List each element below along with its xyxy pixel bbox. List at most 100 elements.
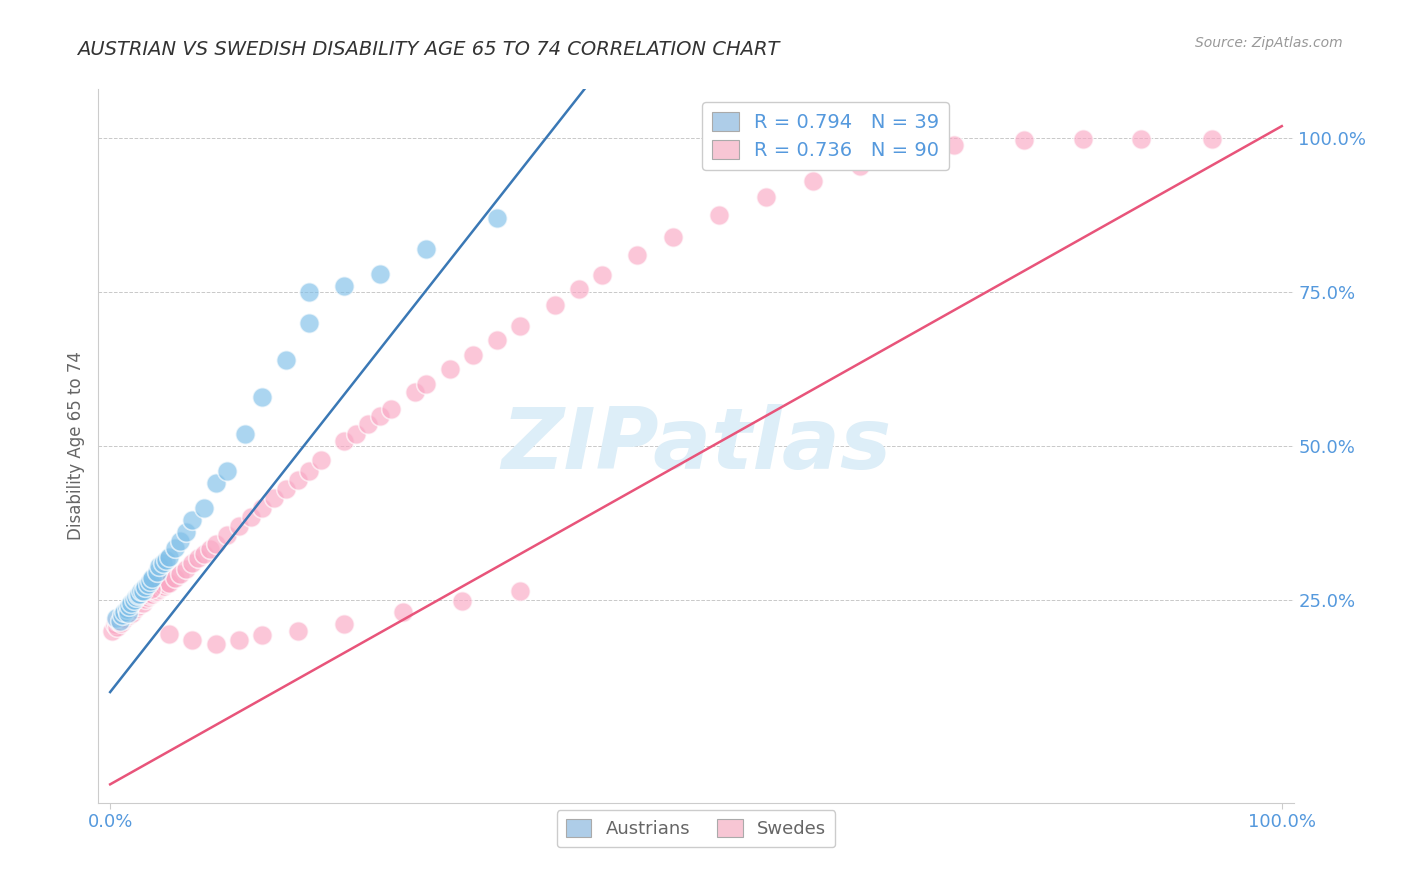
- Point: [128, 596, 150, 610]
- Point: [157, 626, 180, 640]
- Point: [148, 582, 170, 596]
- Point: [139, 574, 162, 589]
- Point: [101, 624, 124, 638]
- Point: [204, 475, 226, 490]
- Point: [801, 174, 824, 188]
- Point: [117, 607, 139, 621]
- Point: [439, 362, 461, 376]
- Point: [121, 607, 143, 621]
- Point: [115, 602, 138, 616]
- Point: [380, 402, 402, 417]
- Point: [709, 208, 731, 222]
- Point: [233, 426, 256, 441]
- Point: [108, 615, 131, 629]
- Point: [198, 542, 221, 557]
- Point: [153, 579, 176, 593]
- Point: [252, 500, 274, 515]
- Point: [252, 628, 274, 642]
- Point: [661, 230, 683, 244]
- Point: [118, 608, 141, 623]
- Point: [125, 598, 148, 612]
- Point: [1071, 132, 1094, 146]
- Point: [163, 541, 186, 555]
- Point: [146, 583, 169, 598]
- Point: [163, 571, 186, 585]
- Point: [591, 268, 613, 282]
- Point: [105, 620, 128, 634]
- Point: [755, 190, 778, 204]
- Point: [942, 137, 965, 152]
- Point: [108, 612, 131, 626]
- Point: [129, 583, 152, 598]
- Point: [357, 417, 380, 432]
- Point: [333, 617, 356, 632]
- Point: [263, 491, 285, 506]
- Point: [105, 615, 128, 629]
- Point: [134, 581, 156, 595]
- Point: [450, 594, 472, 608]
- Point: [169, 566, 191, 581]
- Point: [1201, 132, 1223, 146]
- Point: [129, 594, 152, 608]
- Point: [217, 464, 239, 478]
- Point: [169, 534, 191, 549]
- Point: [228, 519, 250, 533]
- Point: [122, 599, 145, 613]
- Point: [187, 551, 209, 566]
- Point: [333, 279, 356, 293]
- Point: [174, 562, 197, 576]
- Point: [333, 434, 356, 448]
- Point: [112, 605, 135, 619]
- Point: [568, 282, 591, 296]
- Point: [115, 607, 138, 621]
- Point: [136, 590, 159, 604]
- Point: [193, 500, 215, 515]
- Point: [181, 556, 204, 570]
- Point: [128, 587, 150, 601]
- Point: [509, 319, 531, 334]
- Point: [120, 602, 142, 616]
- Point: [148, 558, 170, 573]
- Point: [117, 605, 139, 619]
- Point: [157, 549, 180, 564]
- Point: [626, 248, 648, 262]
- Point: [392, 605, 415, 619]
- Point: [204, 637, 226, 651]
- Point: [485, 211, 508, 226]
- Point: [204, 537, 226, 551]
- Point: [228, 632, 250, 647]
- Point: [298, 285, 321, 300]
- Y-axis label: Disability Age 65 to 74: Disability Age 65 to 74: [66, 351, 84, 541]
- Point: [141, 571, 163, 585]
- Point: [485, 333, 508, 347]
- Point: [193, 547, 215, 561]
- Point: [509, 583, 531, 598]
- Point: [239, 509, 262, 524]
- Point: [104, 617, 127, 632]
- Point: [132, 596, 155, 610]
- Point: [849, 159, 872, 173]
- Point: [1130, 132, 1153, 146]
- Point: [127, 588, 149, 602]
- Point: [157, 575, 180, 590]
- Point: [146, 565, 169, 579]
- Point: [309, 452, 332, 467]
- Point: [111, 608, 134, 623]
- Point: [112, 612, 135, 626]
- Point: [122, 592, 145, 607]
- Point: [143, 585, 166, 599]
- Point: [368, 267, 391, 281]
- Point: [152, 556, 174, 570]
- Point: [368, 409, 391, 424]
- Point: [150, 581, 173, 595]
- Text: AUSTRIAN VS SWEDISH DISABILITY AGE 65 TO 74 CORRELATION CHART: AUSTRIAN VS SWEDISH DISABILITY AGE 65 TO…: [77, 40, 780, 59]
- Point: [155, 553, 177, 567]
- Point: [896, 146, 918, 161]
- Point: [107, 615, 129, 629]
- Point: [174, 525, 197, 540]
- Point: [125, 590, 148, 604]
- Point: [298, 464, 321, 478]
- Point: [1012, 133, 1035, 147]
- Point: [120, 604, 141, 618]
- Point: [274, 482, 297, 496]
